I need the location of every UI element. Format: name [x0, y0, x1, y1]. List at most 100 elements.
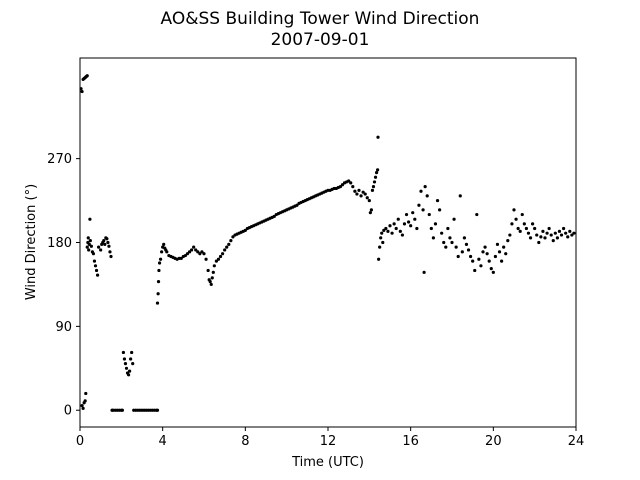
x-axis-label: Time (UTC): [291, 455, 364, 470]
data-point: [102, 239, 106, 243]
data-point: [427, 212, 431, 217]
data-point: [225, 245, 229, 249]
data-point: [349, 181, 353, 185]
data-point: [533, 226, 537, 231]
data-point: [204, 257, 208, 261]
data-point: [543, 236, 547, 240]
data-point: [489, 266, 493, 271]
data-point: [80, 403, 84, 408]
data-point: [371, 184, 376, 189]
data-point: [384, 226, 388, 231]
data-point: [398, 229, 402, 233]
data-point: [411, 211, 415, 215]
data-point: [377, 257, 381, 261]
data-point: [380, 231, 384, 235]
data-point: [413, 217, 417, 221]
data-point: [126, 373, 131, 377]
data-point: [528, 236, 533, 240]
data-point: [185, 252, 190, 256]
data-point: [243, 228, 247, 232]
data-point: [208, 280, 212, 284]
data-point: [105, 237, 109, 241]
data-point: [85, 74, 89, 78]
data-point: [417, 203, 421, 207]
data-point: [386, 229, 390, 233]
data-point: [88, 217, 92, 221]
data-point: [381, 240, 385, 245]
data-point: [460, 250, 464, 254]
data-point: [425, 194, 429, 198]
data-point: [487, 259, 491, 263]
data-point: [541, 229, 545, 233]
data-point: [128, 369, 132, 373]
data-point: [415, 226, 419, 231]
data-point: [469, 254, 473, 259]
data-point: [524, 226, 529, 231]
data-point: [407, 220, 411, 224]
data-point: [227, 242, 231, 246]
data-point: [106, 240, 110, 245]
data-point: [442, 240, 446, 245]
data-point: [522, 222, 526, 226]
data-point: [229, 239, 233, 243]
data-point: [355, 192, 359, 196]
data-point: [347, 179, 351, 183]
axis-ticks: 0 4 8 12 16 20 24 0 90 180 270: [47, 152, 584, 449]
data-point: [84, 391, 88, 396]
data-point: [367, 198, 371, 203]
data-point: [514, 217, 518, 221]
data-point: [81, 406, 85, 410]
data-point: [372, 180, 377, 184]
data-point: [192, 245, 196, 249]
data-point: [497, 250, 502, 254]
data-point: [464, 242, 469, 246]
data-point: [462, 236, 466, 240]
data-point: [392, 222, 396, 226]
data-point: [206, 268, 210, 273]
data-point: [376, 168, 380, 172]
data-point: [351, 184, 355, 189]
data-point: [194, 248, 198, 252]
data-point: [382, 228, 386, 232]
y-tick-label: 90: [55, 320, 72, 335]
data-point: [506, 239, 510, 243]
data-point: [198, 252, 202, 256]
data-point: [422, 270, 426, 274]
data-point: [85, 245, 89, 249]
data-point: [196, 250, 200, 254]
data-point: [477, 257, 481, 261]
data-point: [155, 301, 160, 305]
data-point: [485, 252, 489, 256]
y-axis-label: Wind Direction (°): [24, 184, 39, 300]
data-point: [93, 264, 98, 268]
data-point: [466, 248, 471, 252]
data-point: [568, 229, 572, 233]
data-point: [516, 226, 520, 231]
data-point: [107, 244, 111, 248]
data-point: [510, 222, 514, 226]
data-point: [551, 239, 555, 243]
data-point: [564, 231, 568, 235]
data-point: [456, 254, 460, 259]
data-point: [216, 257, 221, 261]
data-point: [221, 252, 225, 256]
data-point: [379, 236, 383, 240]
data-point: [209, 282, 213, 287]
data-point: [363, 192, 367, 196]
data-point: [518, 229, 522, 233]
data-point: [338, 184, 342, 189]
data-point: [388, 224, 392, 228]
data-point: [502, 245, 506, 249]
data-point: [555, 236, 560, 240]
data-point: [159, 257, 163, 261]
data-point: [512, 208, 516, 212]
chart-subtitle: 2007-09-01: [271, 30, 370, 50]
data-point: [80, 89, 84, 94]
data-point: [526, 231, 531, 235]
data-point: [223, 248, 227, 252]
data-point: [218, 254, 223, 259]
data-point: [361, 190, 365, 194]
data-point: [129, 357, 133, 361]
data-point: [108, 250, 112, 254]
